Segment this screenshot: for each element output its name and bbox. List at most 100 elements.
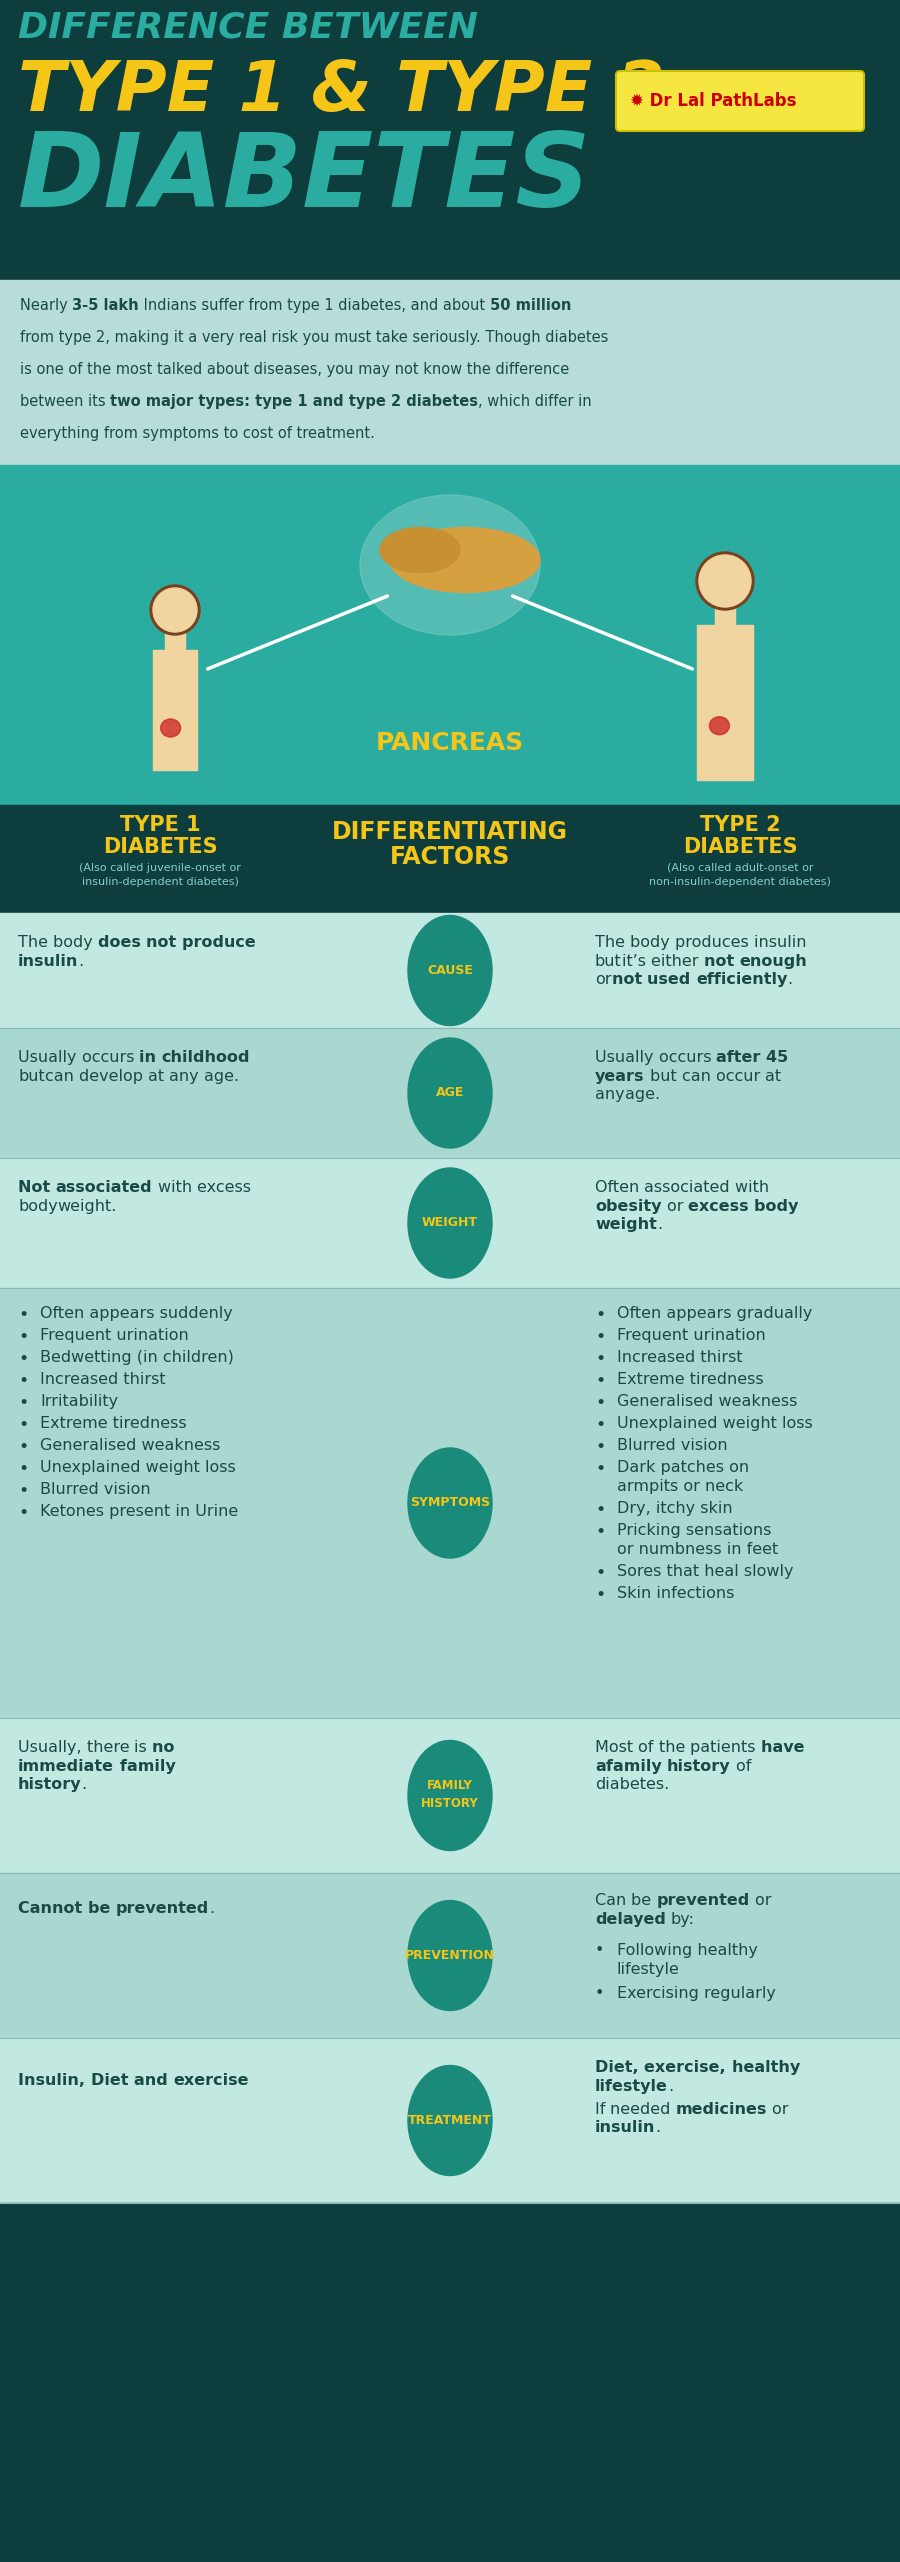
Text: weight: weight	[595, 1217, 657, 1232]
Bar	[0, 2203, 900, 2562]
Text: Bedwetting (in children): Bedwetting (in children)	[40, 1350, 234, 1366]
Text: childhood: childhood	[162, 1050, 250, 1066]
Text: DIABETES: DIABETES	[683, 838, 797, 858]
Text: and: and	[134, 2073, 173, 2088]
Text: at: at	[765, 1068, 786, 1084]
Circle shape	[153, 589, 197, 633]
Text: Often: Often	[595, 1181, 644, 1194]
Text: delayed: delayed	[595, 1911, 666, 1927]
Ellipse shape	[408, 915, 492, 1025]
Text: Indians suffer from type 1 diabetes, and about: Indians suffer from type 1 diabetes, and…	[139, 297, 490, 313]
Text: enough: enough	[740, 953, 807, 968]
Text: PREVENTION: PREVENTION	[405, 1950, 495, 1962]
Text: produces: produces	[675, 935, 754, 951]
Bar	[153, 651, 197, 771]
Text: but: but	[595, 953, 622, 968]
Text: there: there	[86, 1740, 134, 1755]
Text: have: have	[760, 1740, 810, 1755]
Text: family: family	[606, 1758, 667, 1773]
Text: prevented: prevented	[116, 1901, 209, 1916]
Bar	[0, 464, 900, 804]
Text: insulin: insulin	[595, 2121, 655, 2137]
Text: The: The	[595, 935, 630, 951]
Text: history: history	[18, 1778, 82, 1793]
Text: or: or	[755, 1893, 777, 1909]
Text: Blurred vision: Blurred vision	[617, 1437, 727, 1453]
Text: or: or	[667, 1199, 688, 1214]
Text: be: be	[632, 1893, 657, 1909]
Text: TYPE 1: TYPE 1	[120, 815, 201, 835]
Text: prevented: prevented	[657, 1893, 750, 1909]
Text: diabetes.: diabetes.	[595, 1778, 670, 1793]
Text: •: •	[18, 1481, 28, 1499]
Ellipse shape	[160, 720, 181, 738]
Text: •: •	[595, 1327, 605, 1345]
Text: Usually: Usually	[595, 1050, 659, 1066]
Text: •: •	[18, 1437, 28, 1455]
Text: •: •	[595, 1501, 605, 1519]
Text: Increased thirst: Increased thirst	[617, 1350, 742, 1366]
Text: either: either	[651, 953, 704, 968]
Text: obesity: obesity	[595, 1199, 662, 1214]
Text: with: with	[735, 1181, 774, 1194]
Text: by:: by:	[671, 1911, 695, 1927]
Bar	[165, 633, 185, 651]
Bar	[715, 607, 735, 625]
Ellipse shape	[408, 1448, 492, 1558]
Text: it’s: it’s	[622, 953, 651, 968]
Text: age.: age.	[625, 1086, 660, 1102]
Text: produce: produce	[183, 935, 262, 951]
Text: (Also called juvenile-onset or: (Also called juvenile-onset or	[79, 863, 241, 874]
Text: with: with	[158, 1181, 197, 1194]
Ellipse shape	[380, 528, 460, 571]
Text: no: no	[152, 1740, 181, 1755]
Text: If: If	[595, 2101, 610, 2116]
Text: can: can	[45, 1068, 79, 1084]
Text: 50 million: 50 million	[490, 297, 572, 313]
Bar	[0, 2037, 900, 2203]
Text: •: •	[595, 1350, 605, 1368]
Text: •: •	[595, 1986, 605, 2001]
Text: everything from symptoms to cost of treatment.: everything from symptoms to cost of trea…	[20, 425, 375, 441]
Text: (Also called adult-onset or: (Also called adult-onset or	[667, 863, 814, 874]
Text: Extreme tiredness: Extreme tiredness	[40, 1417, 186, 1432]
Text: FAMILY: FAMILY	[428, 1778, 473, 1791]
Text: occurs: occurs	[659, 1050, 716, 1066]
Text: FACTORS: FACTORS	[390, 845, 510, 869]
Text: CAUSE: CAUSE	[428, 963, 473, 976]
Text: of: of	[638, 1740, 659, 1755]
Text: not: not	[704, 953, 740, 968]
Text: any: any	[595, 1086, 625, 1102]
Text: .: .	[209, 1901, 214, 1916]
Ellipse shape	[408, 1038, 492, 1148]
Text: lifestyle: lifestyle	[617, 1962, 680, 1978]
Text: •: •	[18, 1307, 28, 1325]
Ellipse shape	[709, 717, 729, 735]
Text: lifestyle: lifestyle	[595, 2078, 668, 2093]
Text: two major types: type 1 and type 2 diabetes: two major types: type 1 and type 2 diabe…	[110, 395, 478, 410]
Text: non-insulin-dependent diabetes): non-insulin-dependent diabetes)	[649, 876, 831, 886]
Text: PANCREAS: PANCREAS	[376, 730, 524, 756]
Text: body: body	[18, 1199, 58, 1214]
Text: armpits or neck: armpits or neck	[617, 1478, 743, 1494]
Text: Unexplained weight loss: Unexplained weight loss	[617, 1417, 813, 1432]
Text: •: •	[595, 1522, 605, 1540]
Text: exercise,: exercise,	[644, 2060, 732, 2075]
Text: •: •	[18, 1394, 28, 1412]
Text: Cannot: Cannot	[18, 1901, 88, 1916]
Ellipse shape	[360, 494, 540, 635]
Text: at: at	[148, 1068, 169, 1084]
Text: •: •	[595, 1417, 605, 1435]
FancyBboxPatch shape	[616, 72, 864, 131]
Text: •: •	[18, 1417, 28, 1435]
Text: .: .	[655, 2121, 661, 2137]
Text: DIFFERENTIATING: DIFFERENTIATING	[332, 820, 568, 843]
Text: •: •	[18, 1350, 28, 1368]
Text: •: •	[595, 1942, 605, 1957]
Text: Skin infections: Skin infections	[617, 1586, 734, 1601]
Ellipse shape	[408, 1740, 492, 1850]
Text: body: body	[53, 935, 98, 951]
Bar	[0, 1719, 900, 1873]
Text: Sores that heal slowly: Sores that heal slowly	[617, 1563, 794, 1578]
Text: •: •	[18, 1373, 28, 1391]
